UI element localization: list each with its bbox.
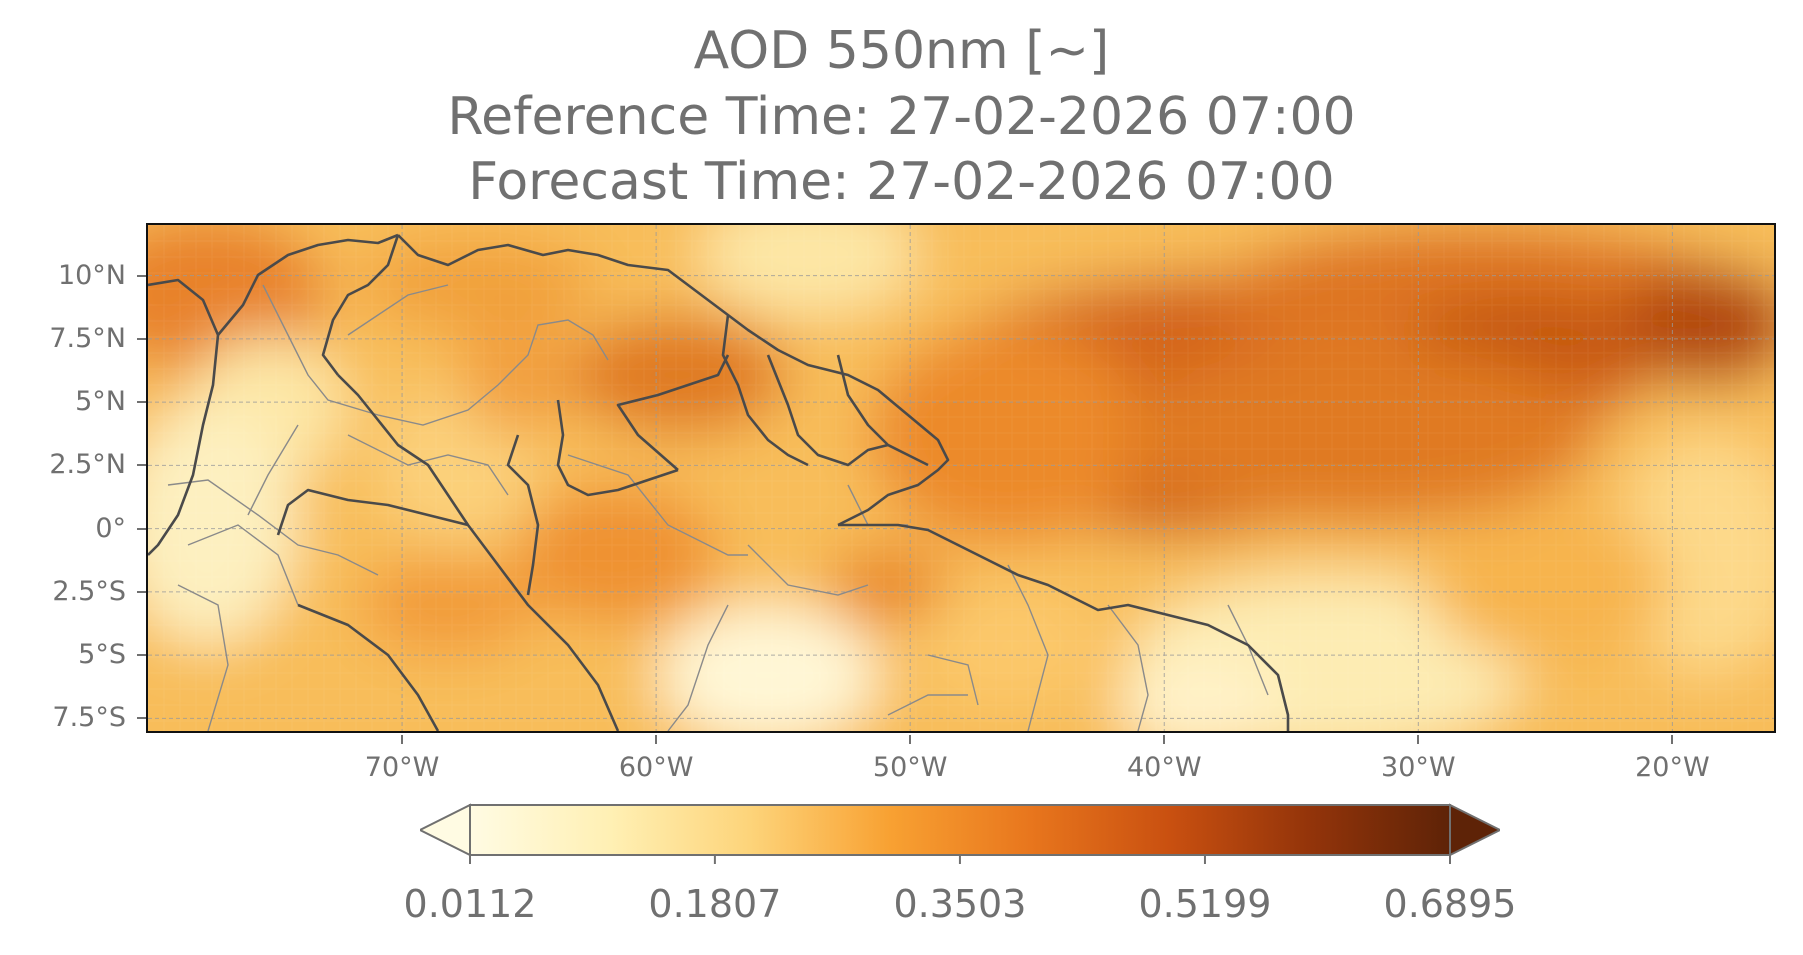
title-line-2: Reference Time: 27-02-2026 07:00 <box>447 87 1356 147</box>
lon-tick <box>909 735 912 744</box>
colorbar-extend-min <box>420 803 471 857</box>
title-line-3: Forecast Time: 27-02-2026 07:00 <box>468 152 1335 212</box>
colorbar <box>420 803 1500 864</box>
lat-tick <box>137 274 146 277</box>
lat-tick-label: 7.5°N <box>49 322 126 354</box>
lat-tick-label: 0° <box>95 512 126 544</box>
colorbar-tick-label: 0.0112 <box>403 882 537 926</box>
gridlines <box>148 225 1774 731</box>
lon-tick-label: 60°W <box>618 752 694 783</box>
coastlines <box>148 233 1290 731</box>
colorbar-ticks <box>469 855 1451 864</box>
colorbar-tick-label: 0.6895 <box>1383 882 1517 926</box>
country-borders <box>167 284 1269 731</box>
lat-tick <box>137 401 146 404</box>
lon-tick <box>1163 735 1166 744</box>
lat-tick <box>137 654 146 657</box>
lon-tick-label: 20°W <box>1635 752 1710 783</box>
lat-tick-label: 2.5°N <box>49 449 126 481</box>
lat-tick-label: 7.5°S <box>52 702 126 734</box>
aod-map-panel <box>146 223 1776 733</box>
lon-tick-label: 50°W <box>872 752 948 783</box>
lat-tick <box>137 590 146 593</box>
lat-tick-label: 5°S <box>78 639 126 671</box>
colorbar-tick-label: 0.5199 <box>1138 882 1272 926</box>
lat-tick-label: 2.5°S <box>52 575 126 607</box>
title-line-1: AOD 550nm [~] <box>693 21 1110 81</box>
colorbar-extend-max <box>1449 803 1500 857</box>
lon-tick <box>1417 735 1420 744</box>
lat-tick <box>137 527 146 530</box>
colorbar-gradient <box>469 804 1451 856</box>
colorbar-tick-label: 0.3503 <box>893 882 1027 926</box>
lon-tick-label: 40°W <box>1126 752 1202 783</box>
lat-tick <box>137 337 146 340</box>
lon-tick <box>401 735 404 744</box>
colorbar-tick-label: 0.1807 <box>648 882 782 926</box>
lat-tick-label: 5°N <box>75 386 126 418</box>
lon-tick <box>655 735 658 744</box>
lat-tick <box>137 717 146 720</box>
lon-tick-label: 30°W <box>1381 752 1456 783</box>
lat-tick-label: 10°N <box>57 259 126 291</box>
lon-tick <box>1671 735 1674 744</box>
lon-tick-label: 70°W <box>364 752 440 783</box>
lat-tick <box>137 464 146 467</box>
aod-map <box>148 225 1774 731</box>
